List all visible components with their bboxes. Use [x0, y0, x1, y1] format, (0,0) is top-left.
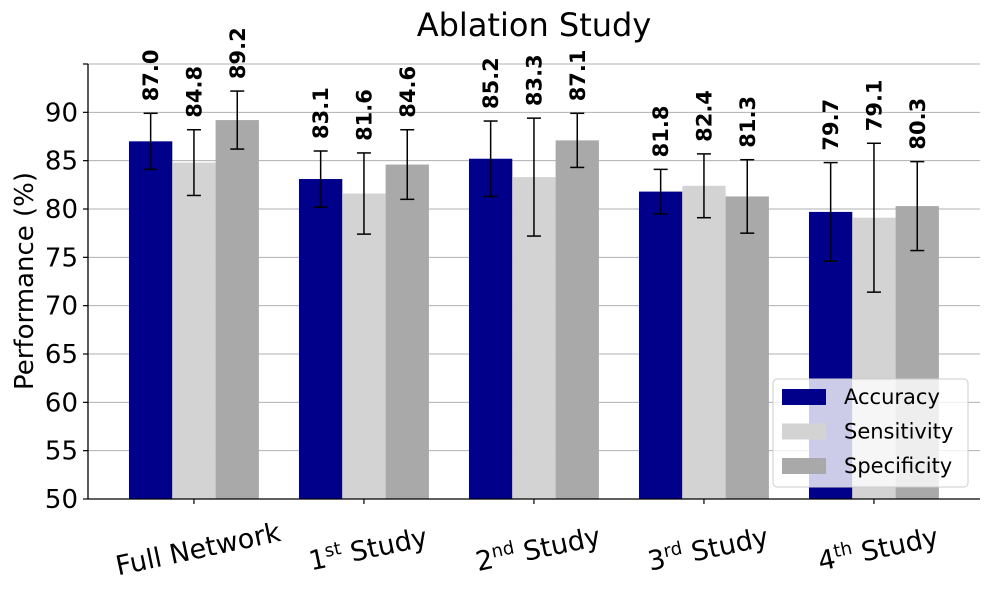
bar-accuracy: [469, 158, 513, 499]
data-label: 84.8: [182, 66, 206, 118]
error-bars: [143, 90, 925, 293]
x-tick-label: 3rd Study: [645, 520, 771, 578]
y-tick-label: 65: [45, 340, 78, 370]
legend-swatch-accuracy: [782, 389, 826, 405]
data-label: 79.7: [819, 99, 843, 151]
y-tick-label: 85: [45, 147, 78, 177]
x-tick-labels: Full Network 1st Study 2nd Study 3rd Study 4…: [113, 517, 941, 582]
bar-specificity: [725, 196, 769, 499]
bar-specificity: [385, 164, 429, 500]
bar-accuracy: [299, 179, 343, 500]
data-label: 80.3: [906, 98, 930, 150]
data-label: 81.6: [352, 89, 376, 141]
data-label: 87.0: [139, 49, 163, 101]
bar-accuracy: [639, 191, 683, 499]
bar-specificity: [555, 140, 599, 499]
chart-title: Ablation Study: [417, 6, 652, 44]
y-tick-label: 55: [45, 437, 78, 467]
data-label: 85.2: [479, 57, 503, 109]
data-label: 87.1: [566, 49, 590, 101]
data-label: 79.1: [862, 79, 886, 131]
data-label: 81.8: [649, 106, 673, 158]
legend-label-accuracy: Accuracy: [844, 385, 940, 409]
x-tick-label: 4th Study: [815, 520, 941, 578]
bar-sensitivity: [172, 162, 216, 499]
data-label: 84.6: [396, 66, 420, 118]
legend-label-specificity: Specificity: [844, 454, 952, 478]
data-label: 81.3: [736, 96, 760, 148]
bar-specificity: [215, 120, 259, 500]
legend-swatch-specificity: [782, 458, 826, 474]
y-tick-label: 50: [45, 485, 78, 515]
data-labels: 87.0 83.1 85.2 81.8 79.7 84.8 81.6 83.3 82.4 79.1…: [139, 27, 930, 157]
y-tick-label: 75: [45, 243, 78, 273]
y-tick-label: 90: [45, 98, 78, 128]
bar-sensitivity: [682, 185, 726, 500]
x-tick-label: Full Network: [113, 517, 284, 582]
x-tick-label: 1st Study: [306, 520, 430, 577]
data-label: 89.2: [226, 27, 250, 79]
y-axis-label: Performance (%): [10, 172, 40, 390]
axes: [83, 63, 980, 504]
legend-label-sensitivity: Sensitivity: [844, 420, 953, 444]
bar-accuracy: [129, 141, 173, 500]
y-tick-label: 70: [45, 292, 78, 322]
y-tick-labels: 50 55 60 65 70 75 80 85 90: [45, 98, 78, 515]
legend-swatch-sensitivity: [782, 423, 826, 440]
data-label: 83.1: [309, 87, 333, 139]
bar-sensitivity: [342, 193, 386, 500]
legend: Accuracy Sensitivity Specificity: [772, 378, 969, 488]
x-tick-label: 2nd Study: [473, 519, 604, 578]
data-label: 83.3: [522, 54, 546, 106]
data-label: 82.4: [692, 90, 716, 142]
y-tick-label: 80: [45, 195, 78, 225]
y-tick-label: 60: [45, 388, 78, 418]
